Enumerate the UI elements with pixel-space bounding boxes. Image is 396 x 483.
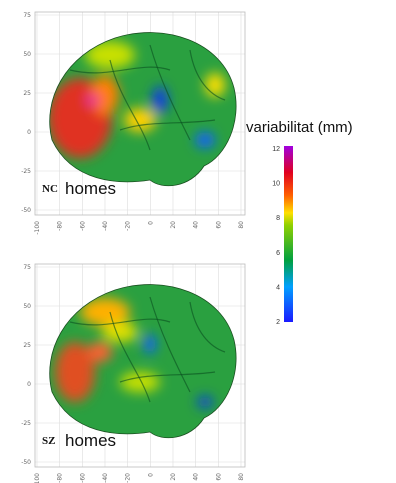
x-tick-label: -20: [125, 221, 132, 231]
figure: 7550250-25-50-100-80-60-40-20020406080NC…: [0, 0, 396, 483]
group-label: homes: [65, 431, 116, 450]
group-label: homes: [65, 179, 116, 198]
patch: [88, 342, 112, 362]
brain-surface: [30, 20, 250, 200]
y-tick-label: 25: [23, 90, 31, 97]
colorbar-tick-label: 10: [272, 181, 280, 188]
patch: [102, 322, 138, 342]
patch: [152, 86, 168, 114]
patch: [205, 73, 225, 97]
y-tick-label: 50: [23, 303, 31, 310]
patch: [120, 372, 160, 392]
colorbar-title: variabilitat (mm): [246, 119, 353, 136]
x-tick-label: 80: [238, 473, 245, 481]
y-tick-label: 0: [27, 129, 31, 136]
x-tick-label: 40: [193, 221, 200, 229]
x-tick-label: 0: [147, 221, 154, 225]
panel-label: NC: [42, 183, 58, 195]
x-tick-label: -100: [34, 221, 41, 235]
x-tick-label: -60: [79, 221, 86, 231]
y-tick-label: -25: [21, 420, 31, 427]
y-tick-label: 50: [23, 51, 31, 58]
colorbar-tick-label: 8: [276, 215, 280, 222]
colorbar-tick-label: 2: [276, 319, 280, 326]
patch: [197, 396, 213, 408]
x-tick-label: -40: [102, 473, 109, 483]
y-tick-label: -25: [21, 168, 31, 175]
panel: 75 50 25 0 -25 -50-100 -80 -60 -40 -20 0 20 40 60 80 NC…: [21, 12, 250, 235]
patch: [144, 334, 156, 354]
x-tick-label: 80: [238, 221, 245, 229]
patch: [88, 96, 96, 104]
patch: [195, 132, 215, 148]
x-tick-label: -20: [125, 473, 132, 483]
page: {"panels": [{"label": "NC", "group": "ho…: [0, 0, 396, 483]
x-tick-label: 40: [193, 473, 200, 481]
x-tick-label: 0: [147, 473, 154, 477]
x-tick-label: -100: [34, 473, 41, 483]
colorbar-tick-label: 12: [272, 146, 280, 153]
x-tick-label: 20: [170, 473, 177, 481]
x-tick-label: 60: [215, 221, 222, 229]
patch: [85, 41, 135, 69]
y-tick-label: -50: [21, 459, 31, 466]
x-tick-label: -60: [79, 473, 86, 483]
y-tick-label: 75: [23, 12, 31, 19]
x-tick-label: -80: [57, 473, 64, 483]
y-tick-label: 25: [23, 342, 31, 349]
x-tick-label: 20: [170, 221, 177, 229]
panel-label: SZ: [42, 435, 55, 447]
y-tick-label: 75: [23, 264, 31, 271]
x-tick-label: -40: [102, 221, 109, 231]
y-tick-label: -50: [21, 207, 31, 214]
x-tick-label: 60: [215, 473, 222, 481]
colorbar: [284, 146, 293, 322]
brain-surface: [30, 272, 250, 452]
y-tick-label: 0: [27, 381, 31, 388]
panel: 75 50 25 0 -25 -50-100 -80 -60 -40 -20 0 20 40 60 80 SZ…: [21, 264, 250, 483]
colorbar-tick-label: 4: [276, 284, 280, 291]
colorbar-tick-label: 6: [276, 250, 280, 257]
x-tick-label: -80: [57, 221, 64, 231]
